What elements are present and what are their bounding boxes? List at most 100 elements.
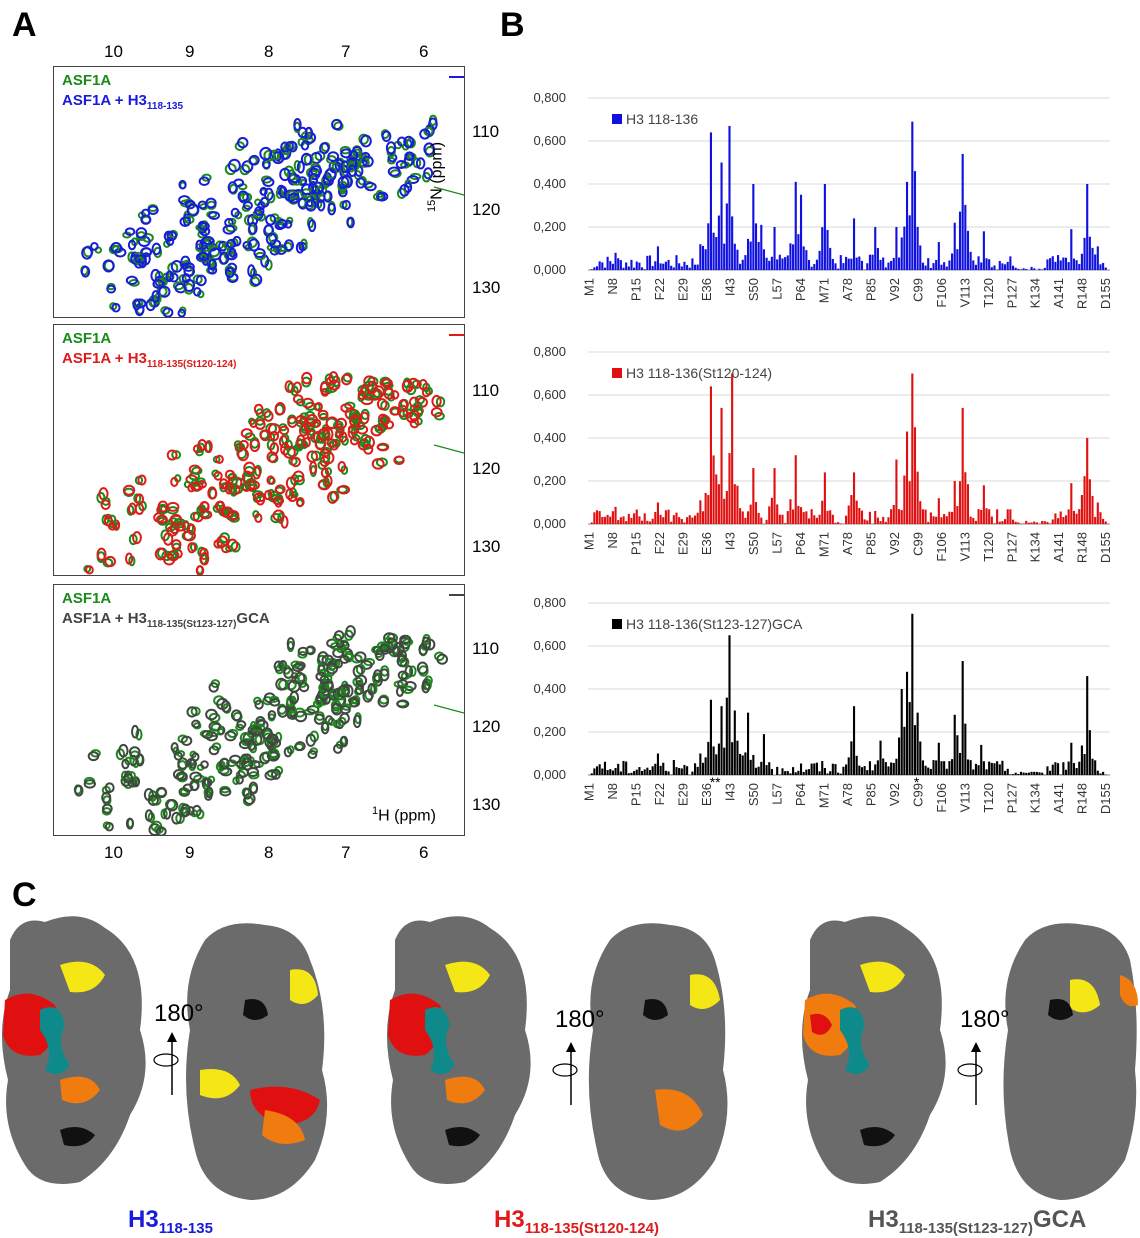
x-tick-label: F22 [652, 532, 667, 554]
bar [651, 766, 654, 775]
bar [741, 511, 744, 524]
bar [1004, 770, 1007, 775]
bar [860, 767, 864, 775]
bar [640, 520, 644, 524]
complex-peak [221, 700, 231, 713]
complex-peak [181, 273, 191, 284]
bar [895, 459, 898, 524]
y-tick-label: 0,800 [533, 90, 566, 105]
bar [627, 513, 630, 524]
bar [744, 752, 747, 775]
ref-peak [402, 408, 414, 419]
bar [638, 767, 641, 775]
y-tick-label: 0,000 [533, 516, 566, 531]
complex-peak [178, 179, 187, 190]
x-tick-label: A141 [1051, 783, 1066, 813]
bar [784, 771, 787, 775]
bar [611, 263, 614, 270]
bar [913, 725, 917, 775]
nmr-legend-3: ASF1A ASF1A + H3118-135(St123-127)GCA [62, 589, 270, 635]
complex-peak [337, 175, 350, 189]
bar [733, 710, 736, 775]
bar [998, 521, 1001, 524]
complex-peak [352, 714, 362, 729]
complex-peak [128, 502, 137, 516]
bar [606, 514, 609, 524]
complex-peak [180, 255, 191, 267]
bar [640, 770, 644, 775]
bar [866, 263, 869, 270]
complex-peak [320, 387, 330, 397]
bar [781, 514, 784, 524]
bar [1064, 257, 1068, 270]
bar [831, 514, 834, 524]
bar [794, 181, 797, 270]
bar [640, 267, 644, 270]
bar [1041, 269, 1044, 270]
complex-peak [263, 410, 274, 422]
bar [953, 714, 956, 775]
ref-peak [306, 217, 315, 229]
bar [709, 699, 713, 775]
complex-peak [295, 241, 305, 254]
ref-peak [389, 169, 402, 178]
x-tick-label: R148 [1075, 783, 1090, 814]
ref-peak [246, 236, 258, 248]
complex-peak [286, 637, 295, 650]
asterisk-marker: * [715, 774, 721, 790]
bar [590, 773, 593, 775]
bar [969, 760, 972, 775]
bar [693, 264, 697, 270]
complex-peak [419, 128, 431, 140]
bar [813, 763, 816, 775]
complex-peak [221, 506, 234, 519]
complex-peak [192, 286, 202, 297]
complex-peak [346, 216, 355, 229]
bar [731, 373, 734, 524]
complex-peak [300, 183, 314, 196]
complex-peak [364, 181, 377, 192]
complex-peak [227, 181, 238, 194]
complex-peak [403, 135, 415, 149]
complex-peak [320, 721, 330, 735]
bar [595, 510, 599, 524]
bar [606, 256, 609, 270]
complex-peak [198, 221, 210, 231]
bar [839, 773, 842, 775]
bar [831, 258, 834, 270]
y-tick-label: 0,800 [533, 344, 566, 359]
bar [958, 752, 962, 775]
complex-peak [140, 214, 152, 225]
complex-peak [229, 754, 242, 764]
bar [662, 263, 665, 270]
x-tick-label: M71 [816, 783, 831, 808]
complex-peak [199, 547, 209, 560]
complex-peak [128, 746, 141, 758]
complex-peak [269, 430, 280, 442]
bar [1011, 265, 1015, 270]
ref-peak [153, 825, 164, 835]
bar [638, 516, 641, 524]
n-tick: 110 [472, 639, 500, 658]
complex-peak [395, 686, 404, 697]
y-tick-label: 0,000 [533, 767, 566, 782]
structure-group-2 [386, 916, 728, 1200]
bar [619, 517, 622, 524]
bar [1049, 770, 1052, 775]
bar [1075, 767, 1078, 775]
complex-peak [208, 682, 219, 693]
bar [797, 234, 800, 270]
bar [1080, 253, 1083, 270]
complex-peak [348, 696, 360, 708]
x-tick-label: V113 [957, 532, 972, 561]
complex-peak [186, 706, 198, 718]
bar [611, 511, 614, 524]
complex-peak [238, 739, 252, 750]
complex-peak [151, 290, 160, 303]
complex-peak [171, 539, 182, 550]
bar [622, 760, 625, 775]
bar [696, 264, 699, 270]
bar [651, 518, 654, 524]
bar [1046, 521, 1049, 524]
h-axis-label: 1H (ppm) [372, 805, 436, 825]
